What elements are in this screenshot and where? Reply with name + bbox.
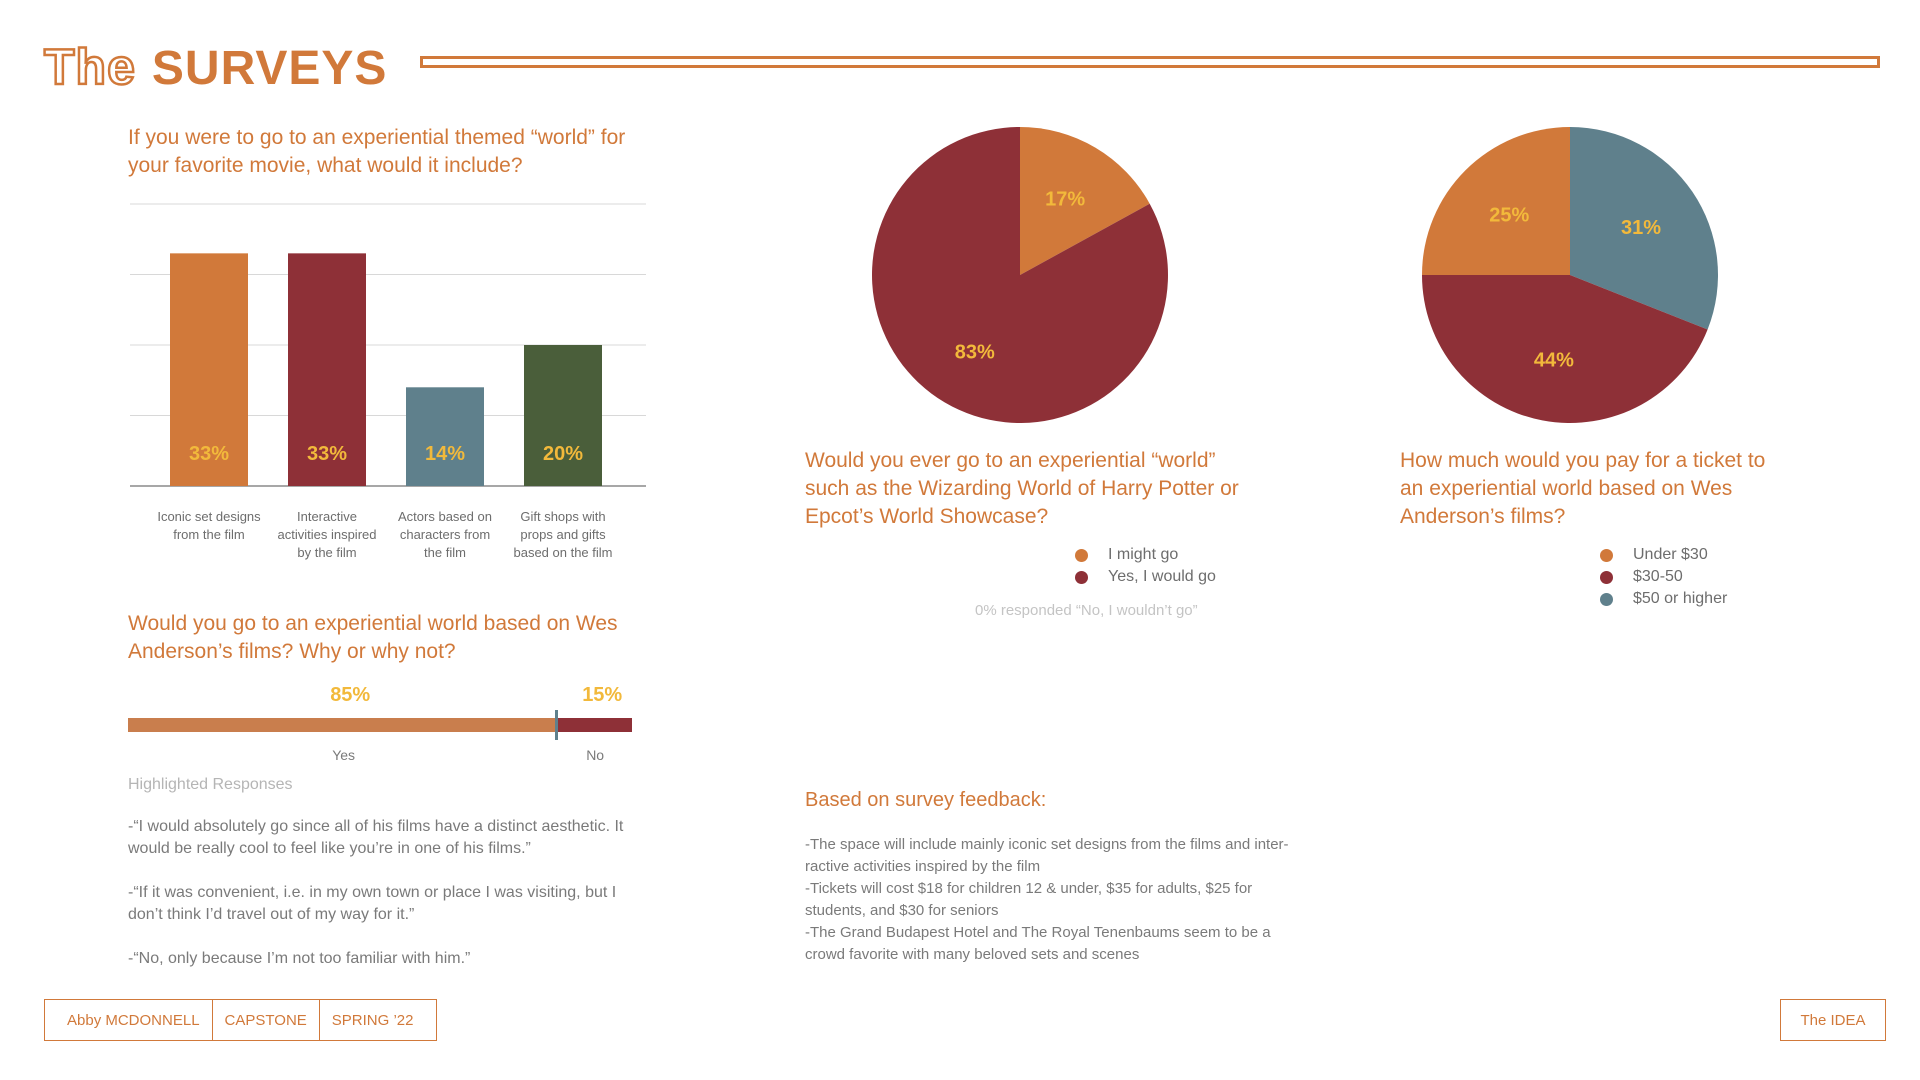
q4-question: How much would you pay for a ticket to a… bbox=[1400, 449, 1766, 528]
response-3: -“No, only because I’m not too familiar … bbox=[128, 950, 471, 967]
legend-item: Under $30 bbox=[1600, 544, 1727, 566]
bar bbox=[170, 253, 248, 486]
bar bbox=[288, 253, 366, 486]
legend-label: I might go bbox=[1108, 546, 1179, 563]
feedback-line: -Tickets will cost $18 for children 12 &… bbox=[805, 880, 1253, 897]
feedback-line: students, and $30 for seniors bbox=[805, 902, 999, 919]
feedback-line: crowd favorite with many beloved sets an… bbox=[805, 946, 1140, 963]
legend-label: $50 or higher bbox=[1633, 590, 1728, 607]
legend-label: $30-50 bbox=[1633, 568, 1683, 585]
pie-data-label: 83% bbox=[955, 341, 995, 363]
bar-x-label: Actors based on characters from the film bbox=[398, 509, 492, 560]
response-1: -“I would absolutely go since all of his… bbox=[128, 818, 624, 857]
bar-x-label: Iconic set designs from the film bbox=[157, 509, 261, 542]
footer-term: SPRING ’22 bbox=[318, 1000, 436, 1040]
legend-label: Yes, I would go bbox=[1108, 568, 1216, 585]
bar-data-label: 20% bbox=[543, 443, 583, 465]
q2-divider bbox=[554, 710, 558, 740]
bar-data-label: 33% bbox=[307, 443, 347, 465]
legend-item: $30-50 bbox=[1600, 566, 1727, 588]
feedback-line: ractive activities inspired by the film bbox=[805, 858, 1041, 875]
q3-note: 0% responded “No, I wouldn’t go” bbox=[975, 602, 1198, 619]
page-title-main: SURVEYS bbox=[151, 42, 388, 95]
feedback-list: -The space will include mainly iconic se… bbox=[805, 834, 1325, 966]
q2-yes-segment bbox=[128, 718, 557, 732]
footer-author: Abby MCDONNELL bbox=[67, 1011, 200, 1029]
response-2: -“If it was convenient, i.e. in my own t… bbox=[128, 884, 617, 923]
legend-swatch bbox=[1600, 592, 1613, 606]
pie-ticket-price-legend: Under $30 $30-50 $50 or higher bbox=[1600, 544, 1727, 610]
q2-no-percent: 15% bbox=[582, 684, 623, 706]
bar-chart-x-labels: Iconic set designs from the film Interact… bbox=[128, 508, 648, 568]
pie-data-label: 31% bbox=[1621, 217, 1661, 239]
legend-swatch bbox=[1600, 548, 1613, 562]
page-title: The SURVEYS bbox=[43, 38, 388, 98]
footer-credits: Abby MCDONNELL CAPSTONE SPRING ’22 bbox=[44, 999, 437, 1041]
bar-chart: 33% 33% 14% 20% bbox=[130, 203, 646, 487]
pie-slice bbox=[872, 127, 1168, 424]
bar bbox=[406, 387, 484, 486]
legend-label: Under $30 bbox=[1633, 546, 1708, 563]
q2-stacked-bar bbox=[128, 710, 632, 740]
legend-item: I might go bbox=[1075, 544, 1216, 566]
pie-chart-ticket-price: 31% 44% 25% bbox=[1422, 127, 1718, 424]
q3-question: Would you ever go to an experiential “wo… bbox=[805, 449, 1239, 528]
q2-question: Would you go to an experiential world ba… bbox=[128, 612, 618, 663]
legend-swatch bbox=[1075, 548, 1088, 562]
pie-data-label: 44% bbox=[1534, 349, 1574, 371]
bar bbox=[524, 345, 602, 486]
footer-course: CAPSTONE bbox=[211, 1000, 319, 1040]
legend-item: Yes, I would go bbox=[1075, 566, 1216, 588]
pie-slice bbox=[1570, 127, 1718, 330]
bar-x-label: Gift shops with props and gifts based on… bbox=[513, 509, 613, 560]
q2-no-segment bbox=[556, 718, 632, 732]
feedback-line: -The space will include mainly iconic se… bbox=[805, 836, 1289, 853]
bar-data-label: 14% bbox=[425, 443, 465, 465]
bar-data-label: 33% bbox=[189, 443, 229, 465]
pie-attendance-legend: I might go Yes, I would go bbox=[1075, 544, 1216, 588]
pie-chart-attendance: 17% 83% bbox=[872, 127, 1168, 424]
feedback-line: -The Grand Budapest Hotel and The Royal … bbox=[805, 924, 1271, 941]
pie-slice bbox=[1422, 275, 1708, 424]
bar-x-label: Interactive activities inspired by the f… bbox=[277, 509, 377, 560]
pie-slice bbox=[1422, 127, 1570, 275]
legend-swatch bbox=[1075, 570, 1088, 584]
highlighted-responses-heading: Highlighted Responses bbox=[128, 776, 293, 793]
q2-no-label: No bbox=[586, 747, 605, 763]
q2-yes-label: Yes bbox=[332, 747, 356, 763]
pie-data-label: 25% bbox=[1489, 204, 1529, 226]
legend-item: $50 or higher bbox=[1600, 588, 1727, 610]
title-rule bbox=[420, 56, 1880, 68]
q2-yes-percent: 85% bbox=[330, 684, 371, 706]
footer-section: The IDEA bbox=[1780, 999, 1886, 1041]
footer-section-label: The IDEA bbox=[1800, 1011, 1866, 1029]
pie-slice bbox=[1020, 127, 1150, 275]
q1-question: If you were to go to an experiential the… bbox=[128, 126, 626, 177]
page-title-prefix: The bbox=[43, 38, 136, 97]
pie-data-label: 17% bbox=[1045, 189, 1085, 211]
feedback-heading: Based on survey feedback: bbox=[805, 789, 1047, 811]
legend-swatch bbox=[1600, 570, 1613, 584]
